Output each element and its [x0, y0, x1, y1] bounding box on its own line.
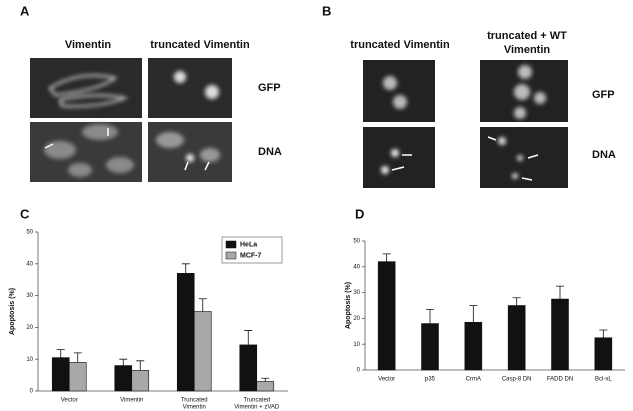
micrograph	[30, 122, 142, 182]
x-tick-label: p35	[425, 377, 436, 383]
error-bar	[181, 263, 190, 274]
micrograph	[480, 60, 568, 122]
error-bar	[136, 360, 145, 371]
column-header: Vimentin	[65, 39, 112, 51]
y-tick-label: 50	[26, 230, 33, 236]
y-axis-label: Apoptosis (%)	[9, 288, 16, 335]
bar	[114, 365, 133, 392]
panel-label: D	[355, 206, 364, 221]
error-bar	[244, 330, 253, 345]
error-bar	[198, 298, 207, 312]
panel-label: B	[322, 3, 331, 18]
legend-label: HeLa	[240, 241, 257, 248]
row-label: GFP	[258, 82, 281, 94]
bar	[193, 311, 212, 392]
y-axis-label: Apoptosis (%)	[345, 282, 352, 329]
bar	[176, 273, 195, 392]
error-bar	[119, 358, 128, 366]
bar	[507, 305, 526, 371]
x-tick-label: Casp-8 DN	[502, 377, 532, 383]
bar	[256, 381, 275, 392]
error-bar	[599, 329, 608, 338]
row-label: DNA	[592, 149, 616, 161]
column-header: truncated + WT	[487, 30, 567, 42]
y-tick-label: 0	[357, 368, 361, 374]
error-bar	[512, 297, 521, 306]
micrograph	[148, 58, 232, 118]
legend-label: MCF-7	[240, 252, 261, 259]
micrograph	[30, 58, 142, 118]
micrograph	[363, 60, 435, 122]
row-label: GFP	[592, 89, 615, 101]
bar	[51, 357, 70, 392]
y-tick-label: 10	[353, 342, 360, 348]
y-tick-label: 40	[26, 261, 33, 267]
y-tick-label: 30	[26, 293, 33, 299]
x-tick-label: Truncated	[243, 398, 270, 404]
bar	[68, 362, 87, 392]
bar	[594, 337, 613, 371]
y-tick-label: 50	[353, 239, 360, 245]
bar	[551, 298, 569, 371]
column-header: truncated Vimentin	[150, 39, 250, 51]
error-bar	[73, 352, 82, 363]
legend-swatch	[225, 251, 237, 260]
bar	[239, 344, 258, 392]
column-header: Vimentin	[504, 44, 551, 56]
panel-label: C	[20, 206, 30, 221]
bar	[421, 323, 439, 371]
error-bar	[556, 285, 564, 300]
legend-swatch	[225, 240, 237, 249]
panel-label: A	[20, 3, 30, 18]
error-bar	[56, 349, 65, 358]
x-tick-label: FADD DN	[547, 377, 573, 383]
y-tick-label: 0	[30, 389, 34, 395]
y-tick-label: 20	[353, 316, 360, 322]
x-tick-label: Vector	[61, 398, 78, 404]
x-tick-label: Vimentin + zVAD	[234, 405, 280, 411]
x-tick-label: CrmA	[466, 377, 481, 383]
y-tick-label: 40	[353, 264, 360, 270]
bar	[377, 261, 396, 371]
x-tick-label: Vimentin	[183, 405, 206, 411]
y-tick-label: 30	[353, 290, 360, 296]
error-bar	[261, 377, 270, 382]
y-tick-label: 20	[26, 325, 33, 331]
micrograph	[363, 127, 435, 188]
error-bar	[469, 305, 478, 323]
bar	[131, 370, 150, 392]
x-tick-label: Vimentin	[120, 398, 143, 404]
micrograph	[480, 127, 568, 188]
bar	[464, 321, 483, 371]
x-tick-label: Bcl-xL	[595, 377, 612, 383]
row-label: DNA	[258, 146, 282, 158]
error-bar	[382, 253, 391, 262]
micrograph	[148, 122, 232, 182]
x-tick-label: Vector	[378, 377, 395, 383]
error-bar	[426, 308, 434, 324]
x-tick-label: Truncated	[181, 398, 208, 404]
column-header: truncated Vimentin	[350, 39, 450, 51]
y-tick-label: 10	[26, 357, 33, 363]
